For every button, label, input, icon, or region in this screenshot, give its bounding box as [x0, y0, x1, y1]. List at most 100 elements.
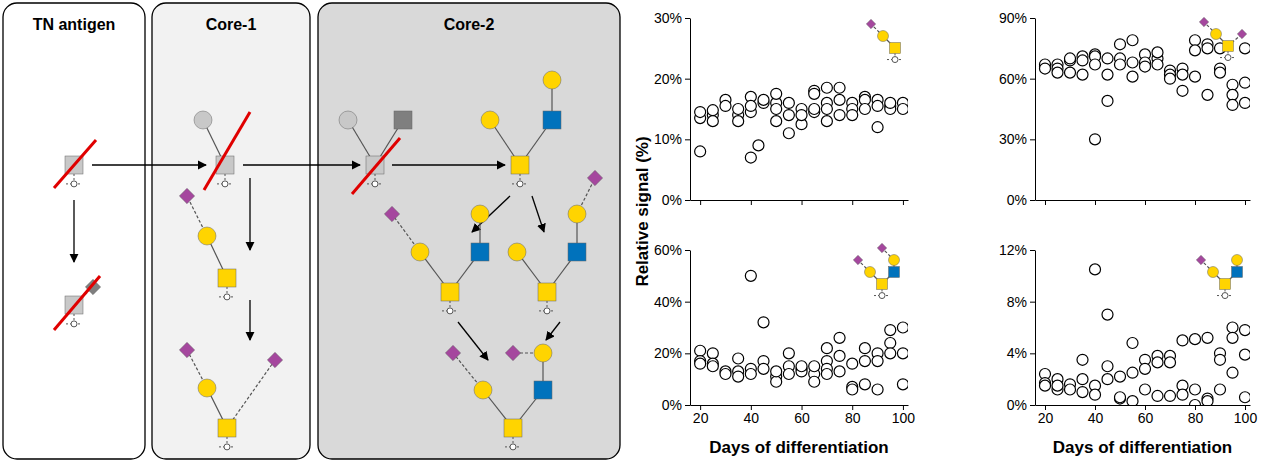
x-tick: 60 [1138, 405, 1154, 426]
data-point [733, 104, 744, 115]
panel-title: TN antigen [33, 16, 116, 33]
x-tick-mark [852, 200, 853, 205]
glycan-diamond [179, 342, 194, 357]
y-tick-label: 30% [999, 131, 1027, 147]
data-point [1102, 309, 1113, 320]
glycan-diamond [853, 255, 862, 264]
y-axis-line [1035, 251, 1036, 406]
data-point [1227, 79, 1238, 90]
data-point [809, 361, 820, 372]
glycan-square [890, 43, 901, 54]
x-axis-line [691, 405, 909, 406]
data-point [1077, 55, 1088, 66]
glycan-square [471, 243, 489, 261]
data-point [872, 384, 883, 395]
y-tick: 12% [999, 242, 1035, 258]
x-tick-label: 20 [1038, 410, 1054, 426]
glycan-square [1232, 267, 1243, 278]
data-point [1190, 71, 1201, 82]
linker-atom [892, 57, 898, 63]
data-point [1240, 349, 1251, 360]
y-tick-label: 90% [999, 10, 1027, 26]
glycan-icon [1199, 17, 1246, 60]
data-point [771, 376, 782, 387]
data-point [847, 358, 858, 369]
data-point [834, 110, 845, 121]
glycan-square [511, 156, 529, 174]
data-point [771, 366, 782, 377]
linker-atom [224, 444, 230, 450]
linker-atom [224, 294, 230, 300]
data-point [1202, 43, 1213, 54]
glycan-diamond [445, 345, 460, 360]
y-tick-label: 10% [654, 131, 682, 147]
data-point [733, 116, 744, 127]
data-point [834, 350, 845, 361]
glycan-diamond [505, 345, 520, 360]
x-tick-label: 80 [1188, 410, 1204, 426]
data-point [821, 116, 832, 127]
data-point [1190, 334, 1201, 345]
y-axis: 0%20%40%60% [654, 242, 691, 413]
arrow [92, 164, 206, 165]
x-tick-mark [903, 200, 904, 205]
x-tick-label: 100 [1234, 410, 1258, 426]
y-tick: 60% [654, 242, 690, 258]
glycan-circle [1211, 29, 1222, 40]
glycan-circle [508, 243, 526, 261]
data-point [1140, 384, 1151, 395]
data-point [771, 116, 782, 127]
pathway-diagram: TN antigenCore-1Core-2 [3, 3, 620, 459]
strike-line [54, 276, 100, 330]
y-axis: 0%4%8%12% [999, 242, 1036, 413]
glycan-link [227, 360, 275, 428]
glycan-square [504, 419, 522, 437]
data-point [885, 348, 896, 359]
glycan [339, 111, 412, 187]
x-tick [1095, 200, 1096, 205]
arrow [532, 196, 544, 232]
scatter-chart: 0%10%20%30%Relative signal (%) [633, 10, 909, 287]
y-tick-label: 12% [999, 242, 1027, 258]
glycan [179, 342, 282, 450]
arrow [249, 178, 250, 250]
glycan-diamond [267, 352, 282, 367]
glycan [1199, 17, 1246, 60]
linker [375, 174, 376, 181]
data-point [1127, 57, 1138, 68]
data-point [1240, 97, 1251, 108]
data-point [1202, 332, 1213, 343]
x-axis-line [1036, 200, 1251, 201]
linker-atom [447, 308, 453, 314]
glycan-square [534, 381, 552, 399]
data-point [1102, 69, 1113, 80]
y-tick-mark [1030, 353, 1035, 354]
y-tick-label: 4% [1007, 345, 1027, 361]
glycan-diamond [384, 206, 399, 221]
data-point [1052, 380, 1063, 391]
data-point [897, 322, 908, 333]
data-point [809, 376, 820, 387]
data-point [783, 128, 794, 139]
data-point [809, 88, 820, 99]
data-point [745, 369, 756, 380]
y-tick-mark [1030, 302, 1035, 303]
points [695, 270, 908, 395]
data-point [1227, 322, 1238, 333]
y-tick-mark [685, 353, 690, 354]
y-tick-label: 0% [662, 397, 682, 413]
x-axis [1036, 200, 1251, 205]
pathway-panel [318, 3, 620, 459]
data-point [1065, 384, 1076, 395]
linker [513, 437, 514, 444]
glycan-circle [878, 31, 889, 42]
glycan-square [1223, 41, 1234, 52]
x-tick-mark [700, 200, 701, 205]
x-tick-label: 80 [845, 410, 861, 426]
y-tick: 0% [1007, 192, 1035, 208]
data-point [1140, 61, 1151, 72]
glycan [1196, 255, 1242, 299]
y-tick-label: 60% [654, 242, 682, 258]
glycan-circle [481, 111, 499, 129]
y-tick: 90% [999, 10, 1035, 26]
